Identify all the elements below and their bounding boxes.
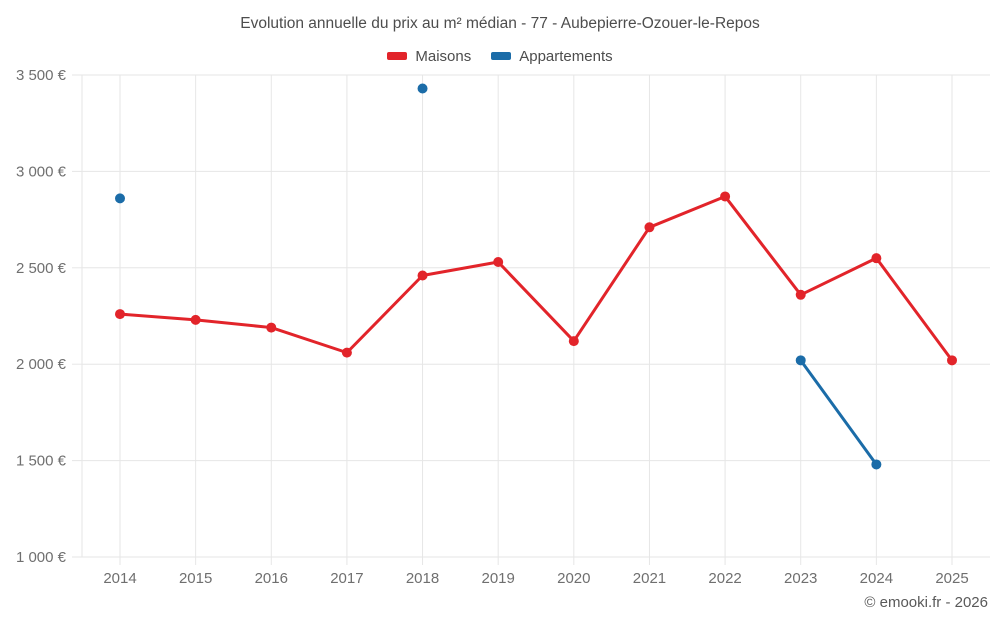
chart-title: Evolution annuelle du prix au m² médian …	[240, 15, 760, 32]
data-point[interactable]	[795, 355, 806, 366]
y-tick-label: 3 000 €	[16, 163, 67, 180]
series-line-segment	[269, 326, 349, 355]
series-maisons	[115, 191, 957, 366]
x-tick-label: 2023	[784, 570, 817, 587]
x-tick-label: 2017	[330, 570, 363, 587]
series-line-segment	[345, 274, 425, 355]
chart-legend: Maisons Appartements	[0, 45, 1000, 67]
y-tick-label: 1 500 €	[16, 453, 67, 470]
y-tick-label: 1 000 €	[16, 549, 67, 566]
data-point[interactable]	[417, 83, 428, 94]
x-tick-label: 2014	[103, 570, 136, 587]
data-point[interactable]	[115, 193, 125, 204]
x-tick-label: 2025	[935, 570, 968, 587]
data-point[interactable]	[795, 289, 806, 300]
series-line-segment	[496, 260, 576, 343]
y-tick-label: 2 000 €	[16, 356, 67, 373]
data-point[interactable]	[493, 257, 504, 268]
series-line-segment	[799, 256, 878, 297]
series-line-segment	[572, 225, 651, 343]
y-tick-label: 2 500 €	[16, 260, 67, 277]
x-tick-label: 2022	[708, 570, 741, 587]
legend-label: Maisons	[415, 47, 472, 65]
data-point[interactable]	[947, 355, 957, 366]
data-point[interactable]	[871, 459, 882, 470]
data-point[interactable]	[720, 191, 731, 202]
copyright-text: © emooki.fr - 2026	[864, 594, 988, 611]
series-line-segment	[421, 260, 500, 278]
x-tick-label: 2024	[860, 570, 893, 587]
data-point[interactable]	[190, 314, 201, 325]
series-line-segment	[723, 194, 803, 297]
data-point[interactable]	[871, 253, 882, 264]
legend-swatch-maisons	[387, 52, 408, 60]
series-appartements	[115, 83, 882, 470]
series-line-segment	[647, 194, 727, 229]
data-point[interactable]	[568, 336, 579, 347]
x-tick-label: 2015	[179, 570, 212, 587]
legend-item-appartements[interactable]: Appartements	[491, 47, 613, 65]
series-line-segment	[194, 318, 273, 330]
y-tick-label: 3 500 €	[16, 67, 67, 84]
legend-label: Appartements	[519, 47, 613, 65]
series-line-segment	[799, 358, 878, 466]
x-tick-label: 2020	[557, 570, 590, 587]
data-point[interactable]	[341, 347, 352, 358]
series-line-segment	[118, 312, 198, 322]
x-tick-label: 2019	[481, 570, 514, 587]
x-tick-label: 2018	[406, 570, 439, 587]
series-line-segment	[874, 256, 954, 362]
legend-item-maisons[interactable]: Maisons	[387, 48, 471, 65]
x-tick-label: 2021	[633, 570, 666, 587]
data-point[interactable]	[644, 222, 655, 233]
data-point[interactable]	[417, 270, 428, 281]
data-point[interactable]	[115, 309, 125, 320]
legend-swatch-appartements	[491, 52, 512, 60]
data-point[interactable]	[266, 322, 277, 333]
x-tick-label: 2016	[255, 570, 288, 587]
